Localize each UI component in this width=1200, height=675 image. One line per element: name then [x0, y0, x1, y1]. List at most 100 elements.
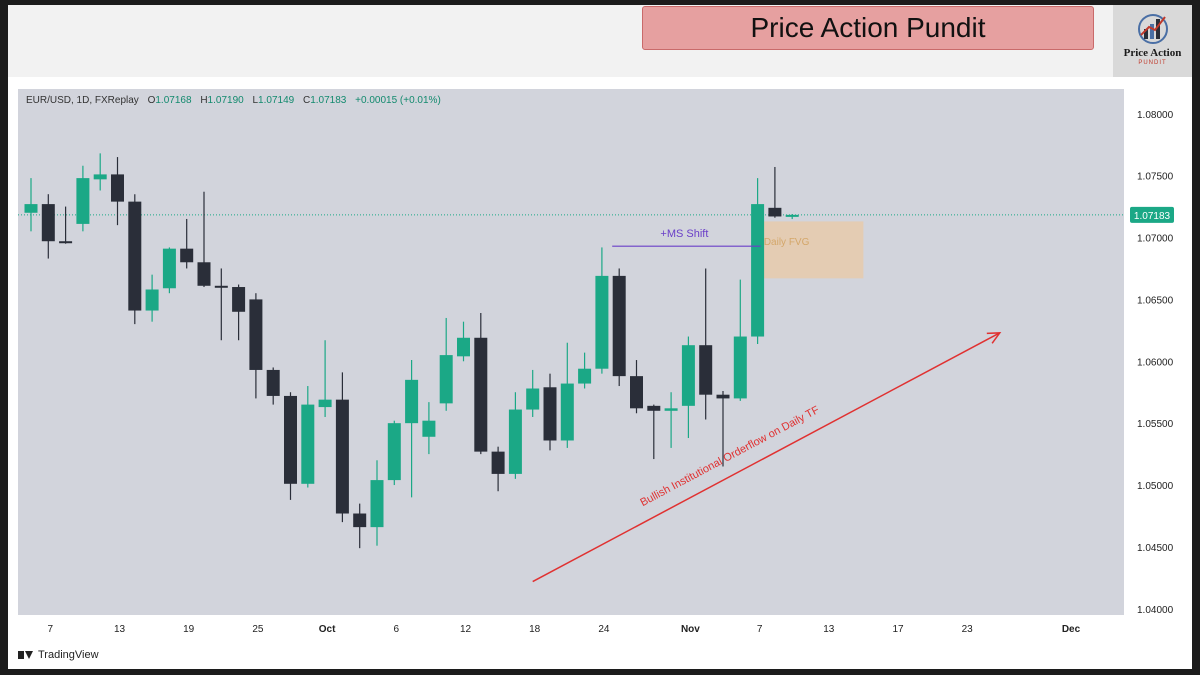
time-tick-label: Nov — [681, 624, 700, 635]
time-tick-label: 25 — [252, 624, 264, 635]
candle-body — [526, 388, 540, 410]
candle-body — [405, 379, 419, 424]
ohlc-legend: EUR/USD, 1D, FXReplay O1.07168 H1.07190 … — [26, 95, 441, 106]
time-tick-label: 7 — [48, 624, 54, 635]
time-tick-label: 17 — [892, 624, 904, 635]
candle-body — [733, 336, 747, 399]
price-tick-label: 1.07000 — [1137, 234, 1174, 245]
brand-title: Price Action Pundit — [642, 6, 1094, 50]
close-value: 1.07183 — [310, 95, 347, 106]
time-tick-label: Oct — [319, 624, 336, 635]
candle-body — [612, 275, 626, 377]
candle-body — [474, 337, 488, 452]
price-tick-label: 1.05500 — [1137, 419, 1174, 430]
candle-body — [266, 369, 280, 396]
candle-body — [93, 174, 107, 180]
time-axis[interactable] — [18, 615, 1124, 640]
time-tick-label: 13 — [114, 624, 126, 635]
candle-body — [664, 408, 678, 411]
price-tick-label: 1.06500 — [1137, 295, 1174, 306]
candle-body — [439, 355, 453, 404]
logo-subtext: PUNDIT — [1138, 60, 1167, 66]
chart-panel[interactable] — [18, 89, 1124, 615]
candle-body — [318, 399, 332, 408]
candle-body — [630, 376, 643, 409]
candle-body — [681, 345, 695, 406]
time-tick-label: 13 — [823, 624, 835, 635]
candle-body — [560, 383, 574, 441]
price-tick-label: 1.06000 — [1137, 357, 1174, 368]
low-key: L — [252, 95, 259, 106]
candle-body — [491, 451, 505, 474]
candle-body — [284, 395, 297, 484]
time-tick-label: 12 — [460, 624, 472, 635]
candle-body — [59, 241, 73, 244]
ms-shift-label: +MS Shift — [660, 228, 708, 240]
fvg-zone — [751, 221, 864, 279]
logo-text: Price Action — [1123, 47, 1182, 59]
trend-arrow-head — [986, 332, 1002, 344]
candle-body — [716, 394, 730, 399]
change-value: +0.00015 (+0.01%) — [355, 95, 441, 106]
high-value: 1.07190 — [207, 95, 244, 106]
candle-body — [785, 214, 799, 217]
candle-body — [24, 204, 38, 213]
time-tick-label: 6 — [394, 624, 400, 635]
price-tick-label: 1.08000 — [1137, 110, 1174, 121]
candle-body — [595, 275, 609, 369]
candle-body — [508, 409, 522, 474]
tradingview-brand: TradingView — [38, 649, 99, 661]
time-tick-label: 18 — [529, 624, 541, 635]
candle-body — [232, 287, 246, 312]
current-price-badge — [1130, 206, 1174, 223]
close-key: C — [302, 95, 311, 106]
candle-body — [543, 387, 557, 441]
candle-body — [162, 248, 176, 289]
brand-logo: Price Action PUNDIT — [1113, 5, 1192, 77]
time-tick-label: 23 — [962, 624, 974, 635]
time-tick-label: 24 — [598, 624, 610, 635]
time-tick-label: 19 — [183, 624, 195, 635]
price-tick-label: 1.05000 — [1137, 481, 1174, 492]
candle-body — [751, 204, 765, 337]
candle-body — [335, 399, 349, 514]
candle-body — [353, 513, 367, 528]
trend-arrow-label: Bullish Institutional Orderflow on Daily… — [638, 404, 821, 509]
candle-body — [41, 204, 55, 242]
open-value: 1.07168 — [155, 95, 192, 106]
symbol-label: EUR/USD, 1D, FXReplay — [26, 95, 139, 106]
candle-body — [145, 289, 159, 311]
candle-body — [111, 174, 124, 202]
trend-arrow-line — [532, 332, 1001, 583]
candle-body — [180, 248, 194, 263]
candle-body — [768, 207, 782, 217]
time-tick-label: 7 — [757, 624, 763, 635]
candle-body — [647, 405, 661, 411]
price-tick-label: 1.04000 — [1137, 605, 1174, 616]
candle-body — [249, 299, 263, 370]
candle-body — [387, 423, 401, 481]
logo-chart-icon — [1138, 14, 1168, 44]
low-value: 1.07149 — [258, 95, 295, 106]
tradingview-footer: TradingView — [18, 645, 318, 665]
candle-body — [76, 178, 90, 224]
candle-body — [699, 345, 713, 395]
candle-body — [128, 201, 142, 311]
candle-body — [370, 480, 384, 528]
open-key: O — [147, 95, 156, 106]
current-price-badge-text: 1.07183 — [1134, 211, 1171, 222]
time-tick-label: Dec — [1062, 624, 1081, 635]
price-axis[interactable] — [1124, 89, 1192, 615]
candle-body — [578, 368, 592, 384]
candle-body — [422, 420, 436, 437]
price-tick-label: 1.04500 — [1137, 543, 1174, 554]
candle-body — [214, 285, 228, 288]
tradingview-logo-icon — [18, 650, 33, 660]
fvg-label: Daily FVG — [764, 237, 810, 248]
candle-body — [197, 262, 211, 286]
high-key: H — [200, 95, 208, 106]
candle-body — [457, 337, 470, 357]
price-tick-label: 1.07500 — [1137, 172, 1174, 183]
candle-body — [301, 404, 315, 484]
